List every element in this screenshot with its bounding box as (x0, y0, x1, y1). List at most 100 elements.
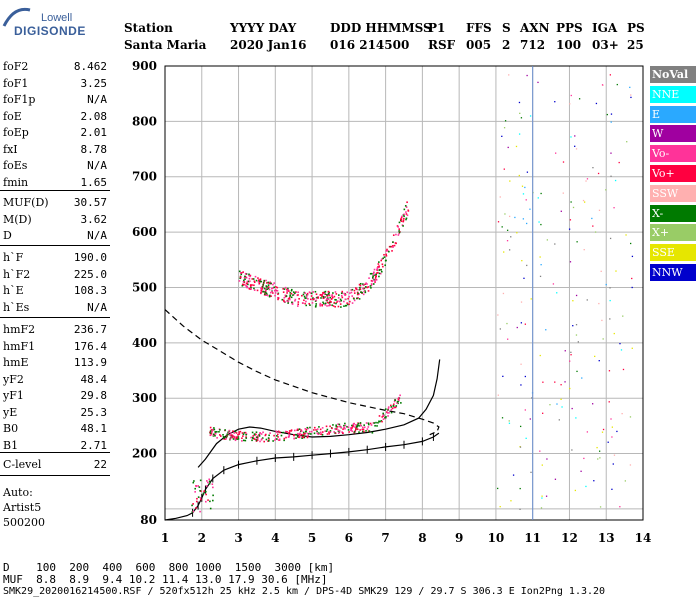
echo-point (378, 415, 381, 417)
echo-point (398, 399, 400, 402)
echo-point (302, 293, 305, 296)
noise-point (610, 113, 613, 115)
echo-point (349, 427, 352, 429)
echo-point (263, 279, 266, 282)
echo-point (294, 292, 296, 294)
echo-point (302, 434, 305, 436)
echo-point (209, 507, 212, 510)
echo-point (293, 437, 295, 440)
echo-point (262, 283, 265, 286)
echo-point (348, 303, 350, 306)
echo-point (357, 296, 359, 299)
echo-point (258, 435, 261, 437)
echo-point (334, 428, 337, 430)
echo-point (339, 303, 342, 305)
noise-point (562, 192, 564, 194)
echo-point (312, 298, 315, 301)
echo-point (330, 301, 332, 303)
noise-point (539, 450, 541, 452)
echo-point (308, 302, 311, 305)
noise-point (497, 394, 499, 396)
echo-point (260, 287, 262, 289)
echo-point (212, 433, 215, 436)
echo-point (324, 304, 327, 306)
echo-point (251, 278, 254, 280)
echo-point (333, 431, 336, 434)
noise-point (593, 480, 595, 482)
echo-point (351, 288, 354, 291)
autoscaling-info-line: Artist5 (3, 501, 42, 514)
echo-point (356, 291, 359, 294)
echo-point (326, 294, 328, 296)
noise-point (549, 404, 551, 406)
echo-point (333, 301, 336, 304)
noise-point (531, 397, 533, 399)
echo-point (381, 258, 383, 260)
echo-point (238, 433, 240, 435)
echo-point (328, 301, 331, 304)
noise-point (578, 98, 581, 100)
echo-point (313, 429, 315, 431)
echo-point (301, 437, 303, 439)
noise-point (586, 178, 589, 180)
echo-point (382, 265, 384, 268)
y-tick-label: 80 (140, 513, 157, 527)
echo-point (358, 431, 360, 433)
echo-point (199, 497, 202, 499)
echo-point (315, 299, 318, 302)
legend-item-sse: SSE (650, 244, 696, 262)
echo-point (253, 438, 256, 440)
echo-point (275, 437, 277, 440)
echo-point (275, 430, 278, 433)
noise-point (575, 294, 578, 297)
echo-point (396, 401, 399, 403)
noise-point (529, 418, 531, 420)
param-value: 2.08 (80, 109, 108, 123)
noise-point (583, 201, 586, 203)
echo-point (302, 431, 305, 434)
param-row-hf: h`F 190.0 (3, 251, 107, 267)
echo-point (317, 433, 320, 436)
noise-point (569, 219, 572, 221)
echo-point (259, 278, 262, 280)
echo-point (303, 291, 306, 294)
param-row-fof2: foF2 8.462 (3, 60, 107, 76)
x-tick-label: 8 (418, 531, 426, 545)
noise-point (600, 270, 602, 272)
param-row-d: D N/A (3, 229, 107, 245)
echo-point (230, 435, 233, 438)
echo-point (321, 431, 324, 433)
echo-point (288, 430, 291, 432)
echo-point (214, 434, 216, 437)
echo-point (371, 272, 373, 275)
echo-point (277, 430, 280, 433)
noise-point (555, 152, 557, 154)
echo-point (282, 431, 285, 434)
echo-point (263, 440, 265, 443)
echo-point (341, 290, 344, 293)
echo-point (252, 278, 255, 280)
echo-point (325, 430, 328, 432)
noise-point (504, 120, 507, 122)
echo-point (288, 435, 290, 437)
echo-point (244, 278, 246, 281)
noise-point (598, 450, 601, 452)
echo-point (194, 487, 197, 490)
param-separator (0, 317, 110, 318)
echo-point (356, 297, 358, 300)
echo-point (250, 287, 252, 289)
echo-point (340, 292, 343, 295)
echo-point (383, 256, 386, 258)
noise-point (585, 180, 587, 182)
noise-point (594, 231, 597, 233)
legend-item-w: W (650, 125, 696, 143)
param-key: foEp (3, 126, 29, 139)
noise-point (530, 471, 532, 473)
noise-point (519, 112, 521, 115)
param-row-fof1p: foF1p N/A (3, 93, 107, 109)
echo-point (364, 283, 367, 285)
echo-point (266, 293, 268, 295)
noise-point (497, 487, 499, 490)
echo-point (378, 272, 381, 275)
noise-point (522, 218, 525, 220)
